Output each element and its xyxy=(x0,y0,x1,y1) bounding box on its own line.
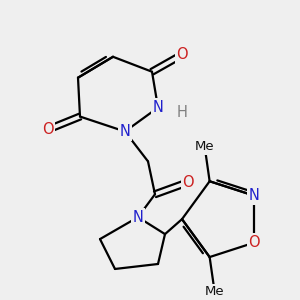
Text: O: O xyxy=(182,175,194,190)
Text: Me: Me xyxy=(195,140,214,153)
Text: N: N xyxy=(249,188,260,203)
Text: O: O xyxy=(248,235,260,250)
Text: Me: Me xyxy=(205,285,224,298)
Text: O: O xyxy=(42,122,54,137)
Text: N: N xyxy=(133,210,143,225)
Text: N: N xyxy=(120,124,130,139)
Text: N: N xyxy=(153,100,164,115)
Text: H: H xyxy=(177,105,188,120)
Text: O: O xyxy=(176,47,188,62)
